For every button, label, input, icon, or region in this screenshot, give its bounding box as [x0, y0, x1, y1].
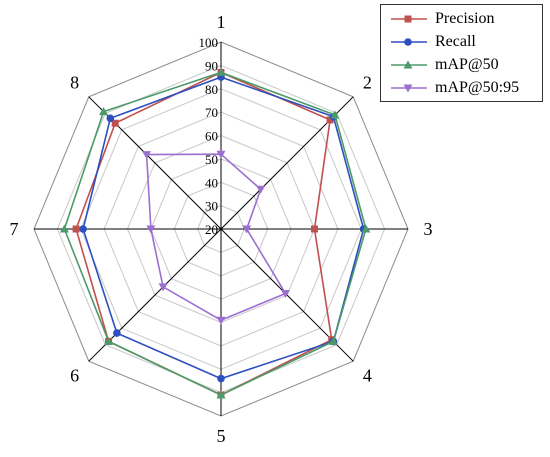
data-point	[328, 336, 338, 345]
radial-tick-label: 60	[205, 129, 218, 144]
legend-marker-map50	[391, 60, 427, 69]
axis-category-label: 5	[217, 426, 226, 446]
data-point	[311, 225, 318, 233]
radial-tick-label: 80	[205, 82, 218, 97]
series-map-50	[59, 67, 371, 399]
radial-tick-labels: 20 30 40 50 60 70 80 90 100	[199, 35, 219, 237]
data-point	[106, 114, 115, 123]
axis-category-label: 8	[70, 73, 79, 93]
legend-label: mAP@50:95	[435, 79, 520, 96]
legend-item-recall: Recall	[389, 32, 476, 52]
axis-category-label: 7	[10, 219, 19, 239]
legend-item-precision: Precision	[389, 9, 495, 29]
data-point	[142, 151, 152, 160]
radar-axes	[34, 42, 408, 416]
series-line	[82, 76, 365, 380]
axis-category-label: 3	[424, 219, 433, 239]
data-point	[79, 225, 87, 233]
axis-category-label: 4	[363, 365, 372, 385]
data-point	[330, 110, 340, 119]
radial-tick-label: 40	[205, 175, 218, 190]
legend: Precision Recall mAP@50 mAP@50:95	[380, 4, 543, 102]
data-point	[326, 116, 334, 124]
legend-label: Recall	[435, 33, 476, 50]
data-point	[217, 374, 225, 383]
data-point	[113, 329, 121, 337]
radial-tick-label: 70	[205, 105, 218, 120]
axis-category-label: 1	[217, 12, 226, 32]
legend-marker-precision	[391, 15, 427, 23]
data-point	[146, 225, 156, 234]
data-point	[99, 107, 109, 116]
axis-category-label: 6	[70, 365, 79, 385]
data-point	[361, 224, 371, 233]
legend-label: Precision	[435, 10, 495, 27]
data-point	[59, 224, 69, 233]
radial-tick-label: 100	[199, 35, 219, 50]
radial-tick-label: 30	[205, 199, 218, 214]
radial-tick-label: 20	[205, 222, 218, 237]
axis-category-labels: 1 2 3 4 5 6 7 8	[10, 12, 433, 446]
legend-item-map50-95: mAP@50:95	[389, 78, 519, 98]
series-map-50-95	[142, 150, 290, 325]
legend-item-map50: mAP@50	[389, 55, 499, 75]
data-point	[72, 225, 80, 233]
legend-label: mAP@50	[435, 56, 499, 73]
data-point	[242, 225, 252, 234]
radar-series	[59, 67, 371, 399]
legend-marker-map50-95	[391, 84, 427, 93]
data-point	[216, 316, 226, 325]
data-point	[104, 336, 114, 345]
data-point	[111, 119, 119, 127]
data-point	[216, 150, 226, 159]
legend-marker-recall	[391, 38, 427, 46]
data-point	[216, 390, 226, 399]
data-point	[216, 67, 226, 76]
data-point	[256, 185, 266, 194]
axis-category-label: 2	[363, 73, 372, 93]
radial-tick-label: 50	[205, 152, 218, 167]
radial-tick-label: 90	[205, 58, 218, 73]
data-point	[158, 283, 168, 292]
data-point	[281, 290, 290, 298]
